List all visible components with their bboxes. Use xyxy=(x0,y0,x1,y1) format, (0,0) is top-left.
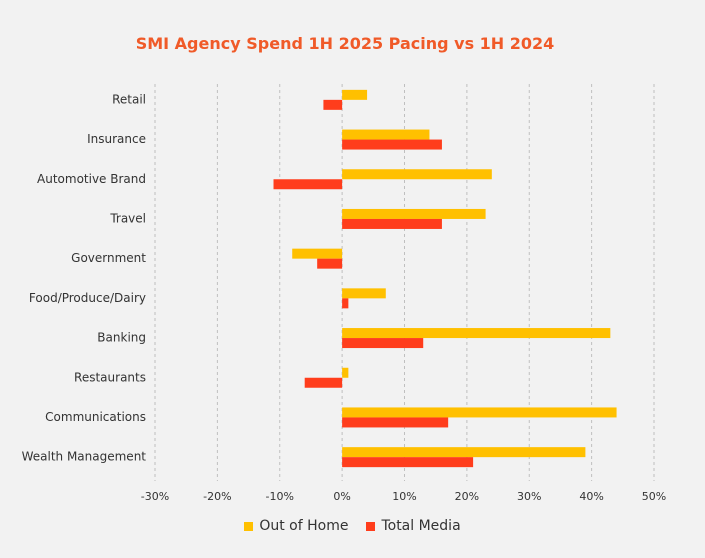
legend-item-total-media: Total Media xyxy=(366,518,461,534)
bar-out-of-home-retail xyxy=(342,89,368,100)
category-label-wealth-management: Wealth Management xyxy=(22,450,147,464)
bar-out-of-home-food-produce-dairy xyxy=(342,288,386,299)
bar-out-of-home-restaurants xyxy=(342,367,349,378)
bar-total-media-retail xyxy=(323,99,343,110)
bar-out-of-home-communications xyxy=(342,407,617,418)
category-label-insurance: Insurance xyxy=(87,132,146,146)
x-tick-label: 20% xyxy=(455,490,479,503)
category-label-restaurants: Restaurants xyxy=(74,370,146,384)
category-label-banking: Banking xyxy=(97,331,146,345)
chart-title: SMI Agency Spend 1H 2025 Pacing vs 1H 20… xyxy=(135,34,555,53)
bar-total-media-banking xyxy=(342,338,424,349)
category-label-food-produce-dairy: Food/Produce/Dairy xyxy=(29,291,146,305)
x-tick-label: -10% xyxy=(266,490,294,503)
bar-total-media-restaurants xyxy=(304,377,343,388)
category-label-communications: Communications xyxy=(45,410,146,424)
x-tick-label: 30% xyxy=(517,490,541,503)
bar-total-media-travel xyxy=(342,218,442,229)
legend: Out of Home Total Media xyxy=(0,518,705,534)
category-label-government: Government xyxy=(71,251,146,265)
bar-total-media-communications xyxy=(342,417,449,428)
x-tick-label: 50% xyxy=(642,490,666,503)
bar-total-media-automotive-brand xyxy=(273,179,343,190)
x-tick-label: -20% xyxy=(203,490,231,503)
bar-total-media-insurance xyxy=(342,139,442,150)
legend-label-total-media: Total Media xyxy=(381,518,461,534)
bar-out-of-home-insurance xyxy=(342,129,430,140)
x-tick-label: 0% xyxy=(333,490,350,503)
bar-out-of-home-wealth-management xyxy=(342,447,586,458)
bar-out-of-home-banking xyxy=(342,328,611,339)
legend-swatch-out-of-home xyxy=(244,521,254,531)
category-label-automotive-brand: Automotive Brand xyxy=(37,172,146,186)
bar-total-media-food-produce-dairy xyxy=(342,298,349,309)
x-tick-label: -30% xyxy=(141,490,169,503)
legend-swatch-total-media xyxy=(366,521,376,531)
bar-total-media-government xyxy=(317,258,343,269)
legend-label-out-of-home: Out of Home xyxy=(259,518,349,534)
category-label-travel: Travel xyxy=(109,211,146,225)
bar-out-of-home-travel xyxy=(342,208,486,219)
x-tick-label: 10% xyxy=(392,490,416,503)
bar-out-of-home-automotive-brand xyxy=(342,169,492,180)
category-label-retail: Retail xyxy=(112,92,146,106)
legend-item-out-of-home: Out of Home xyxy=(244,518,348,534)
bar-out-of-home-government xyxy=(292,248,343,259)
x-tick-label: 40% xyxy=(579,490,603,503)
bar-total-media-wealth-management xyxy=(342,457,474,468)
